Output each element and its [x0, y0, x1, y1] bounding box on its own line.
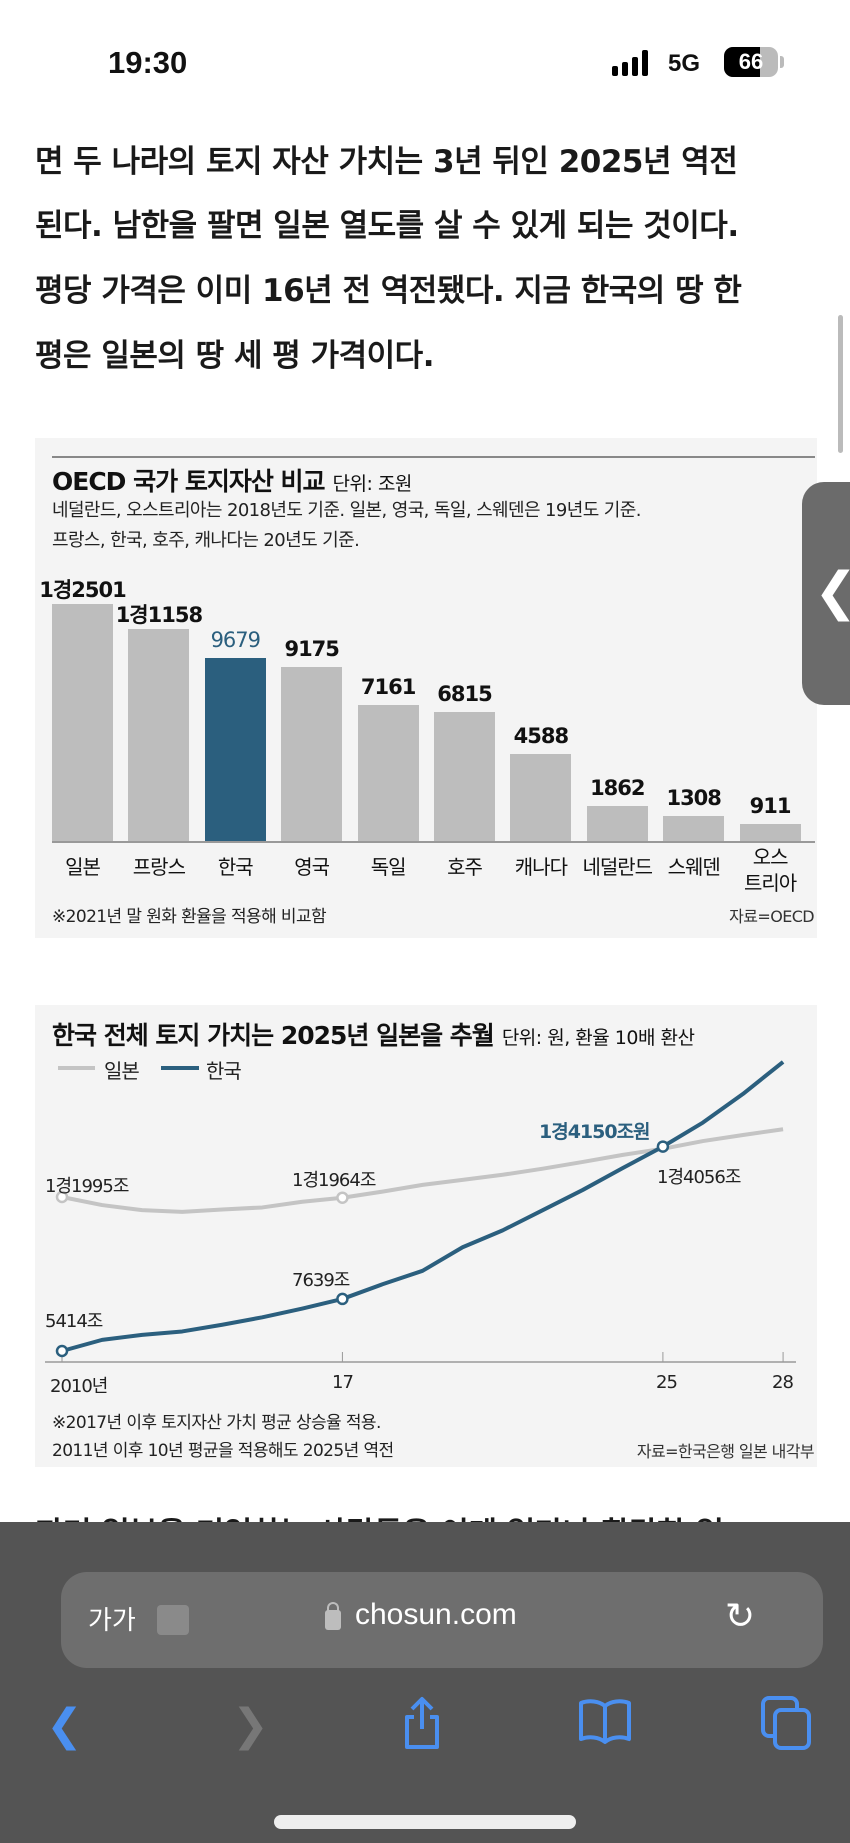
unit-text: 단위: 조원	[332, 473, 413, 495]
line-chart-footnote: 2011년 이후 10년 평균을 적용해도 2025년 역전	[52, 1441, 394, 1461]
x-tick-label: 17	[332, 1372, 354, 1393]
line-chart	[45, 1060, 796, 1363]
signal-icon	[612, 50, 648, 76]
battery-icon: 66	[724, 47, 778, 77]
line-chart-title: 한국 전체 토지 가치는 2025년 일본을 추월 단위: 원, 환율 10배 환…	[52, 1016, 695, 1052]
data-point-japan	[55, 1190, 69, 1204]
category-label: 네덜란드	[582, 855, 653, 879]
bar-chart-title: OECD 국가 토지자산 비교 단위: 조원	[52, 462, 412, 498]
category-label: 호주	[447, 855, 483, 879]
article-line: 평은 일본의 땅 세 평 가격이다.	[35, 338, 434, 374]
forward-icon[interactable]: ❯	[232, 1700, 269, 1751]
line-chart-source: 자료=한국은행 일본 내각부	[636, 1442, 815, 1461]
title-text: 한국 전체 토지 가치는 2025년 일본을 추월	[52, 1021, 495, 1050]
series-line-korea	[61, 1060, 785, 1353]
bar-chart-subtitle: 프랑스, 한국, 호주, 캐나다는 20년도 기준.	[52, 530, 360, 551]
category-label: 독일	[370, 855, 407, 879]
back-icon[interactable]: ❮	[46, 1700, 83, 1751]
legend-swatch-korea	[161, 1066, 199, 1070]
annotation-korea-2017: 7639조	[292, 1270, 350, 1291]
share-icon[interactable]	[402, 1695, 442, 1751]
bar-value-label: 9175	[284, 637, 339, 662]
x-tick-label: 25	[656, 1372, 678, 1393]
category-label: 일본	[65, 855, 101, 879]
battery-cap	[780, 56, 784, 68]
x-tick-label: 28	[772, 1372, 794, 1393]
data-point-korea	[55, 1344, 69, 1358]
browser-toolbar	[0, 1522, 850, 1843]
x-tick-label: 2010년	[50, 1376, 108, 1397]
x-axis	[52, 841, 815, 843]
bar-value-label: 1경1158	[115, 603, 203, 628]
divider	[52, 456, 815, 458]
category-label: 프랑스	[132, 855, 186, 879]
bar-chart-footnote: ※2021년 말 원화 환율을 적용해 비교함	[52, 907, 327, 927]
legend-swatch-japan	[58, 1066, 95, 1070]
bar-value-label: 911	[749, 793, 792, 818]
bar-value-label: 6815	[437, 681, 492, 706]
bar	[663, 816, 725, 841]
category-label: 오스 트리아	[743, 845, 797, 895]
text-size-button[interactable]: 가가	[88, 1606, 136, 1636]
bar-value-label: 1경2501	[39, 578, 126, 602]
data-point-korea	[336, 1292, 349, 1306]
network-type: 5G	[668, 50, 701, 77]
data-point-korea	[656, 1140, 670, 1153]
annotation-japan-2025: 1경4056조	[657, 1167, 741, 1188]
title-text: OECD 국가 토지자산 비교	[52, 467, 326, 496]
annotation-korea-2010: 5414조	[45, 1311, 103, 1332]
bar-value-label: 9679	[210, 627, 261, 652]
category-label: 영국	[294, 855, 330, 879]
bar	[281, 667, 343, 841]
line-chart-panel	[35, 1005, 817, 1467]
line-chart-footnote: ※2017년 이후 토지자산 가치 평균 상승율 적용.	[52, 1413, 381, 1433]
bar	[128, 629, 190, 841]
bar	[739, 823, 801, 841]
legend-label-korea: 한국	[206, 1059, 242, 1083]
category-label: 스웨덴	[667, 855, 721, 879]
unit-text: 단위: 원, 환율 10배 환산	[501, 1027, 695, 1049]
reload-icon[interactable]: ↻	[725, 1596, 756, 1637]
status-time: 19:30	[108, 45, 188, 80]
article-line: 평당 가격은 이미 16년 전 역전됐다. 지금 한국의 땅 한	[35, 273, 742, 309]
bar-value-label: 1862	[590, 775, 645, 800]
article-line: 된다. 남한을 팔면 일본 열도를 살 수 있게 되는 것이다.	[35, 208, 739, 244]
bar	[434, 711, 495, 841]
chevron-left-icon: ❮	[814, 562, 850, 622]
side-panel-tab[interactable]: ❮	[802, 482, 850, 705]
battery-level: 66	[738, 49, 764, 74]
url-text[interactable]: chosun.com	[355, 1598, 517, 1631]
data-point-japan	[336, 1191, 349, 1204]
category-label: 캐나다	[514, 855, 568, 879]
bar	[204, 657, 266, 841]
tabs-icon[interactable]	[760, 1695, 812, 1751]
annotation-korea-2025: 1경4150조원	[539, 1121, 651, 1143]
bar-chart-source: 자료=OECD	[729, 907, 814, 926]
bar	[510, 754, 572, 841]
bar	[357, 705, 419, 841]
article-line: 면 두 나라의 토지 자산 가치는 3년 뒤인 2025년 역전	[35, 144, 738, 180]
legend-label-japan: 일본	[104, 1059, 140, 1083]
annotation-japan-2010: 1경1995조	[45, 1176, 129, 1197]
annotation-japan-2017: 1경1964조	[292, 1170, 376, 1191]
lock-icon	[325, 1602, 341, 1630]
bar-chart-subtitle: 네덜란드, 오스트리아는 2018년도 기준. 일본, 영국, 독일, 스웨덴은…	[52, 500, 641, 521]
bar	[586, 805, 648, 841]
bar-value-label: 1308	[666, 786, 721, 811]
home-indicator[interactable]	[274, 1815, 576, 1829]
bar-value-label: 4588	[513, 724, 569, 749]
category-label: 한국	[217, 855, 254, 879]
extension-icon[interactable]	[157, 1605, 189, 1635]
bar	[52, 604, 113, 841]
bookmarks-icon[interactable]	[578, 1698, 632, 1744]
bar-value-label: 7161	[360, 675, 416, 700]
scrollbar[interactable]	[838, 315, 843, 453]
